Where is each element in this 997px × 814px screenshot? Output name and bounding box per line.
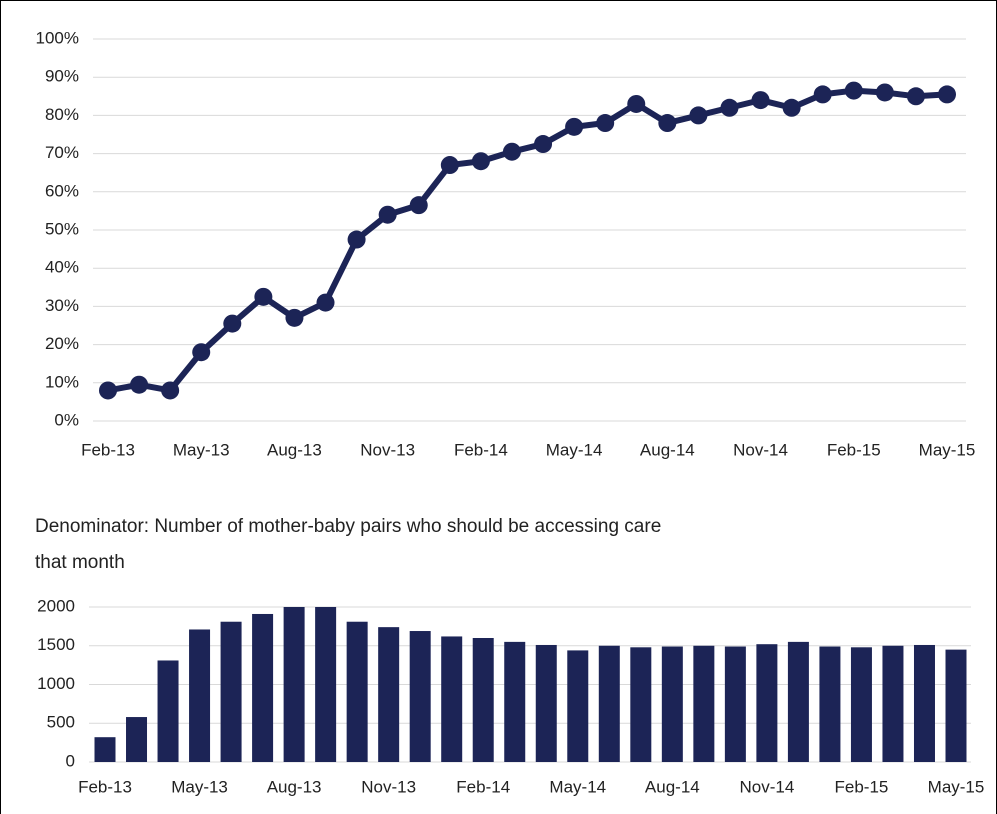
- point: [938, 85, 956, 104]
- bar: [504, 641, 526, 762]
- point: [161, 381, 180, 400]
- y-tick-label: 10%: [45, 372, 79, 391]
- x-tick-label: Feb-15: [827, 440, 881, 459]
- point: [316, 293, 335, 312]
- line: [107, 87, 948, 394]
- point: [223, 314, 242, 333]
- y-tick-label: 40%: [45, 258, 79, 277]
- y-tick-label: 80%: [45, 105, 79, 124]
- y-tick-label: 0%: [54, 410, 79, 429]
- bar: [252, 613, 274, 762]
- x-tick-label: Aug-14: [645, 777, 700, 796]
- x-tick-label: Nov-14: [733, 440, 788, 459]
- x-tick-label: Nov-14: [739, 777, 794, 796]
- bar: [945, 649, 967, 762]
- point: [285, 308, 304, 327]
- point: [254, 287, 273, 306]
- chart-subtitle: Denominator: Number of mother-baby pairs…: [35, 516, 662, 573]
- y-tick-label: 500: [47, 713, 75, 732]
- y-tick-label: 1000: [37, 674, 75, 693]
- y-tick-label: 20%: [45, 334, 79, 353]
- bar: [220, 621, 242, 762]
- x-tick-label: Feb-14: [454, 440, 508, 459]
- x-tick-label: Feb-14: [456, 777, 510, 796]
- bar: [630, 647, 652, 762]
- bar: [283, 607, 305, 762]
- point: [813, 85, 832, 104]
- bar: [472, 638, 494, 762]
- y-tick-label: 60%: [45, 181, 79, 200]
- bar: [94, 737, 116, 762]
- y-tick-label: 50%: [45, 219, 79, 238]
- point: [409, 196, 428, 215]
- point: [689, 106, 708, 125]
- bar: [882, 645, 904, 762]
- point: [627, 94, 646, 113]
- point: [565, 117, 584, 136]
- y-tick-label: 0: [66, 751, 75, 770]
- bar: [409, 631, 431, 762]
- x-tick-label: Feb-15: [835, 777, 889, 796]
- point: [192, 343, 211, 362]
- x-tick-label: Nov-13: [360, 440, 415, 459]
- bar: [315, 607, 337, 762]
- y-tick-label: 100%: [36, 28, 79, 47]
- point: [596, 114, 615, 133]
- y-tick-label: 70%: [45, 143, 79, 162]
- x-tick-label: Aug-13: [267, 777, 322, 796]
- x-tick-label: May-13: [171, 777, 228, 796]
- x-tick-label: Feb-13: [78, 777, 132, 796]
- bar: [567, 650, 589, 762]
- bar: [598, 645, 620, 762]
- point: [875, 83, 894, 102]
- x-tick-label: May-13: [173, 440, 230, 459]
- y-tick-label: 2000: [37, 596, 75, 615]
- point: [782, 98, 801, 117]
- point: [347, 230, 366, 249]
- bar: [850, 647, 872, 762]
- point: [658, 114, 677, 133]
- point: [502, 142, 521, 161]
- point: [534, 135, 553, 154]
- point: [130, 375, 149, 394]
- bar: [819, 646, 841, 762]
- x-tick-label: May-14: [549, 777, 606, 796]
- bar: [126, 717, 148, 762]
- bar: [346, 621, 368, 762]
- point: [751, 91, 770, 110]
- bar: [441, 636, 463, 762]
- bar: [378, 627, 400, 762]
- bar: [724, 646, 746, 762]
- x-tick-label: Aug-14: [640, 440, 695, 459]
- bar: [535, 644, 557, 762]
- x-tick-label: May-15: [928, 777, 985, 796]
- bar: [913, 644, 935, 762]
- y-tick-label: 30%: [45, 296, 79, 315]
- x-tick-label: Feb-13: [81, 440, 135, 459]
- bar: [787, 641, 809, 762]
- x-tick-label: May-14: [546, 440, 603, 459]
- point: [471, 152, 490, 171]
- y-tick-label: 1500: [37, 635, 75, 654]
- bar: [756, 644, 778, 762]
- point: [906, 87, 925, 106]
- point: [378, 205, 397, 224]
- bar: [189, 629, 211, 762]
- bar: [157, 660, 179, 762]
- bar: [661, 646, 683, 762]
- x-tick-label: May-15: [919, 440, 976, 459]
- y-tick-label: 90%: [45, 67, 79, 86]
- point: [720, 98, 739, 117]
- bar: [693, 645, 715, 762]
- x-tick-label: Nov-13: [361, 777, 416, 796]
- point: [844, 81, 863, 100]
- point: [440, 156, 459, 175]
- x-tick-label: Aug-13: [267, 440, 322, 459]
- point: [99, 381, 117, 400]
